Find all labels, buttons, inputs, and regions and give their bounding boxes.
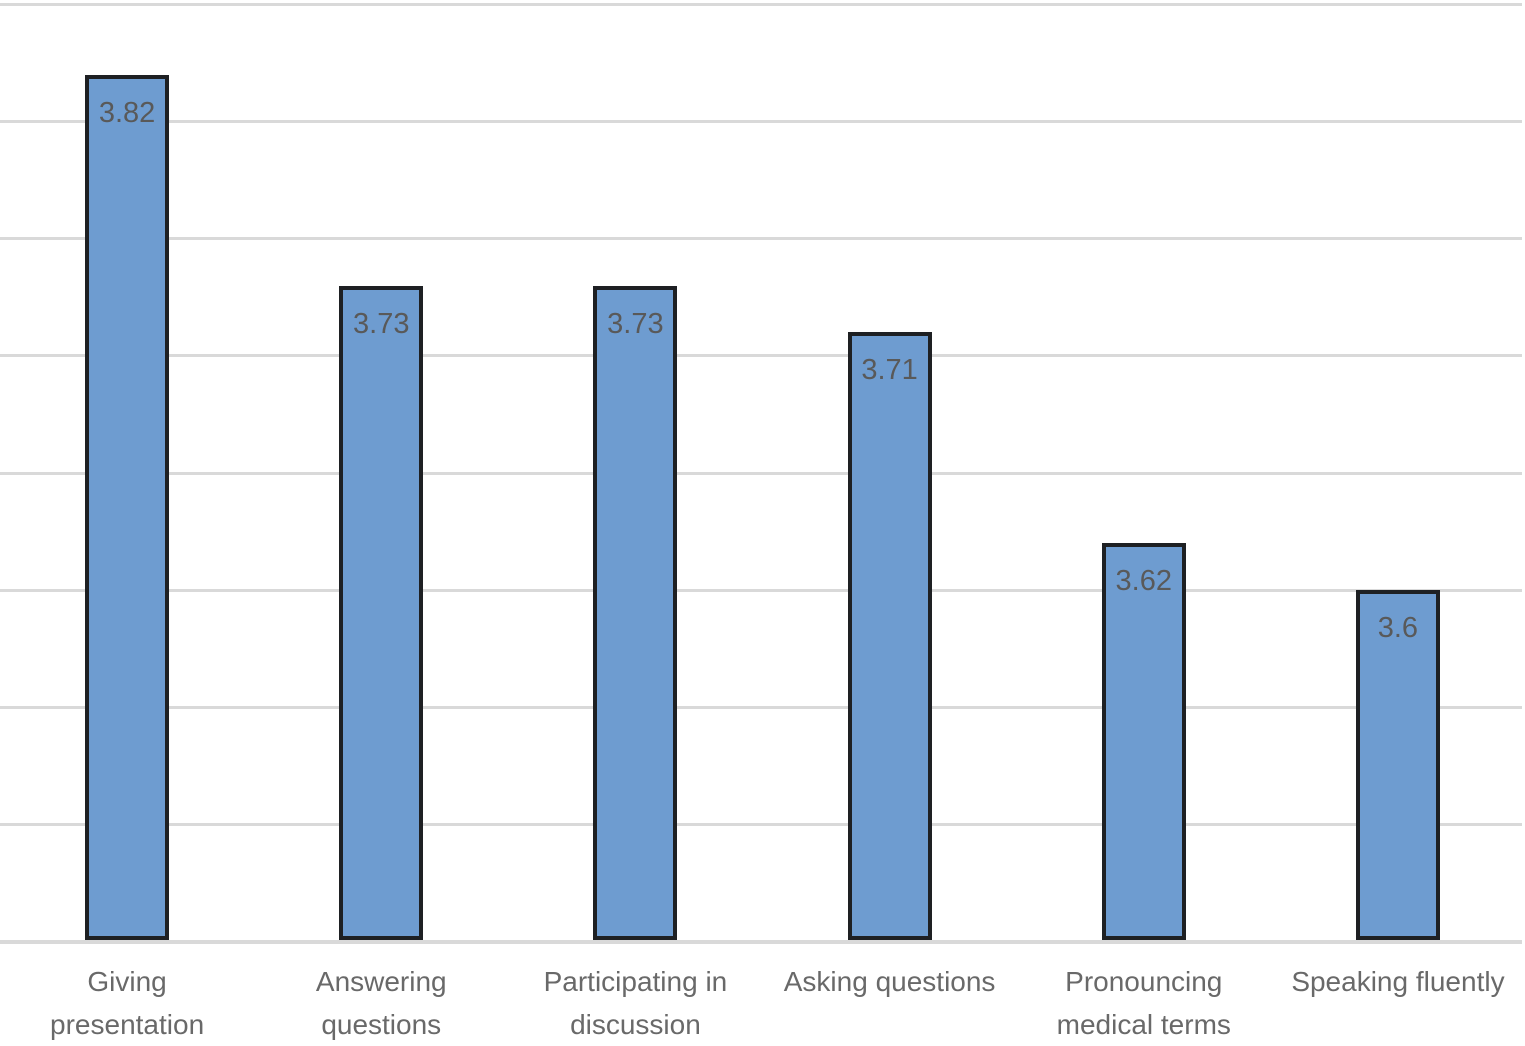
category-label-line: Pronouncing <box>1065 966 1223 997</box>
bar: 3.82 <box>85 74 170 940</box>
gridline <box>0 3 1522 6</box>
bar: 3.6 <box>1355 590 1440 940</box>
category-label-line: Speaking fluently <box>1291 966 1505 997</box>
category-label: Speaking fluently <box>1271 952 1525 1046</box>
category-label: Asking questions <box>763 952 1017 1046</box>
plot-area: 3.82 3.73 3.73 3.71 3.62 3.6 <box>0 3 1522 944</box>
category-label: Answering questions <box>254 952 508 1046</box>
category-label-line: questions <box>321 1009 442 1040</box>
category-label: Participating in discussion <box>508 952 762 1046</box>
bar: 3.73 <box>593 285 678 940</box>
category-label-line: discussion <box>570 1009 701 1040</box>
bar-data-label: 3.6 <box>1377 612 1419 645</box>
gridline <box>0 705 1522 709</box>
x-axis-line <box>0 940 1522 944</box>
category-label: Giving presentation <box>0 952 254 1046</box>
gridline <box>0 354 1522 358</box>
category-label-line: presentation <box>50 1009 205 1040</box>
bar: 3.62 <box>1101 543 1186 940</box>
category-label-line: Asking questions <box>783 966 996 997</box>
x-axis-labels: Giving presentation Answering questions Part… <box>0 952 1525 1046</box>
category-label-line: medical terms <box>1056 1009 1231 1040</box>
gridline <box>0 120 1522 124</box>
gridline <box>0 822 1522 826</box>
category-label-line: Giving <box>87 966 167 997</box>
category-label-line: Participating in <box>543 966 728 997</box>
bar: 3.73 <box>339 285 424 940</box>
gridline <box>0 237 1522 241</box>
gridline <box>0 588 1522 592</box>
bar-data-label: 3.73 <box>353 307 410 340</box>
bar: 3.71 <box>847 332 932 940</box>
bar-data-label: 3.73 <box>607 307 664 340</box>
gridline <box>0 471 1522 475</box>
bar-data-label: 3.62 <box>1115 565 1172 598</box>
bar-data-label: 3.82 <box>98 96 156 129</box>
category-label: Pronouncing medical terms <box>1017 952 1271 1046</box>
category-label-line: Answering <box>315 966 447 997</box>
bar-data-label: 3.71 <box>861 354 918 387</box>
